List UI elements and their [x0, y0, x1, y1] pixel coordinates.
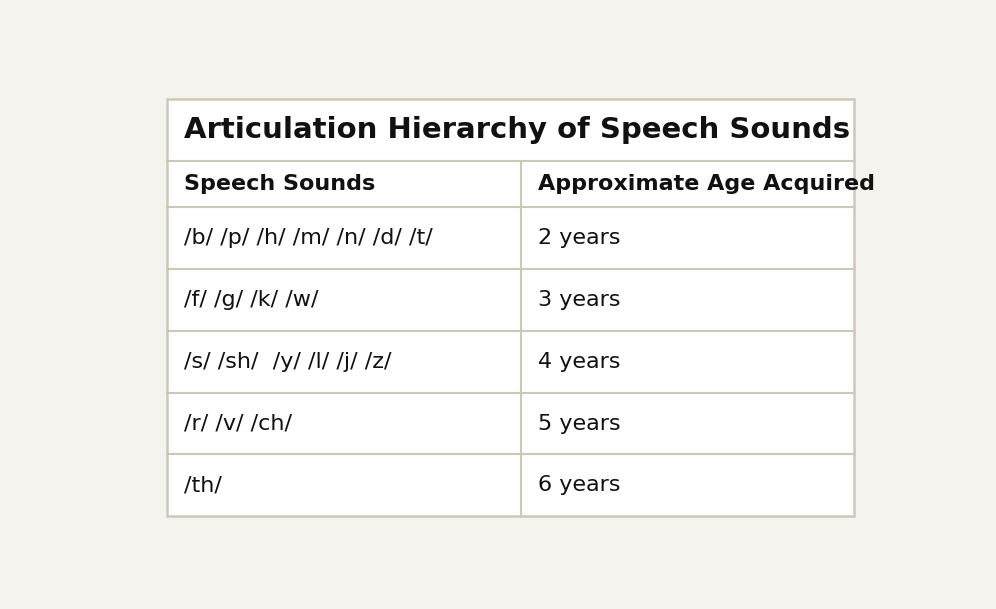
Text: Speech Sounds: Speech Sounds: [184, 174, 375, 194]
Text: /th/: /th/: [184, 476, 222, 495]
Text: 2 years: 2 years: [538, 228, 621, 248]
Text: 4 years: 4 years: [538, 352, 621, 372]
Text: /b/ /p/ /h/ /m/ /n/ /d/ /t/: /b/ /p/ /h/ /m/ /n/ /d/ /t/: [184, 228, 432, 248]
Text: 3 years: 3 years: [538, 290, 621, 310]
Text: Approximate Age Acquired: Approximate Age Acquired: [538, 174, 874, 194]
Text: Articulation Hierarchy of Speech Sounds: Articulation Hierarchy of Speech Sounds: [184, 116, 850, 144]
Text: 5 years: 5 years: [538, 414, 621, 434]
Text: 6 years: 6 years: [538, 476, 621, 495]
Bar: [167, 99, 854, 516]
Bar: [167, 99, 854, 516]
Text: /r/ /v/ /ch/: /r/ /v/ /ch/: [184, 414, 292, 434]
Text: /f/ /g/ /k/ /w/: /f/ /g/ /k/ /w/: [184, 290, 319, 310]
Text: /s/ /sh/  /y/ /l/ /j/ /z/: /s/ /sh/ /y/ /l/ /j/ /z/: [184, 352, 391, 372]
